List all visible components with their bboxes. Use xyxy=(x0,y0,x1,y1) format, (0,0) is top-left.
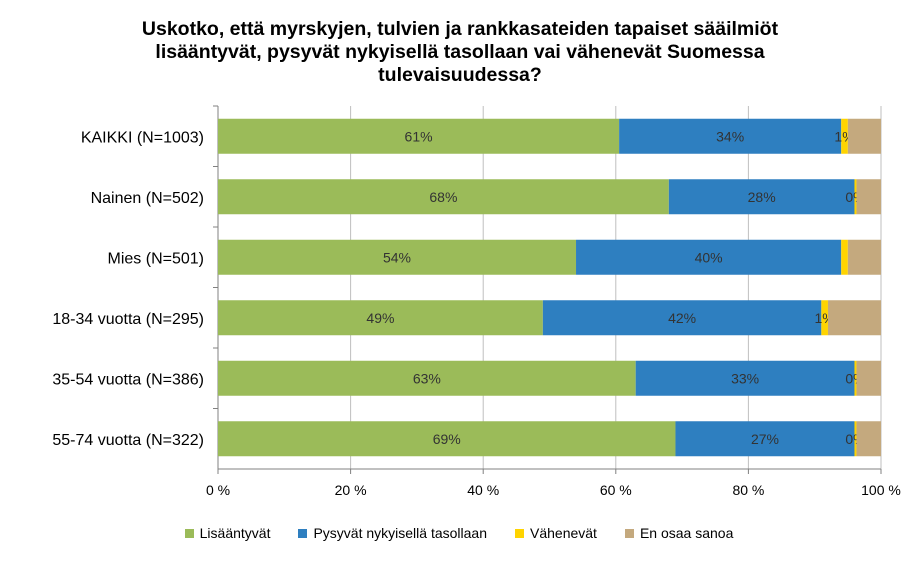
category-label: 18-34 vuotta (N=295) xyxy=(52,311,204,328)
bar-segment xyxy=(218,300,543,336)
data-label: 33% xyxy=(731,370,759,386)
data-label: 61% xyxy=(405,128,433,144)
data-label: 63% xyxy=(413,370,441,386)
legend-item: Vähenevät xyxy=(515,525,597,541)
bar-segment xyxy=(675,421,855,457)
bar-segment xyxy=(218,360,636,396)
data-label: 28% xyxy=(748,189,776,205)
legend-item: En osaa sanoa xyxy=(624,525,734,541)
category-label: Nainen (N=502) xyxy=(91,190,204,207)
bar-segment xyxy=(856,179,881,215)
data-label: 42% xyxy=(668,310,696,326)
bar-segment xyxy=(821,300,828,336)
bar-segment xyxy=(827,300,881,336)
chart-title-line: lisääntyvät, pysyvät nykyisellä tasollaa… xyxy=(155,41,765,63)
category-label: 55-74 vuotta (N=322) xyxy=(52,432,204,449)
x-tick-label: 0 % xyxy=(206,482,230,498)
bar-segment xyxy=(619,118,842,154)
x-tick-label: 80 % xyxy=(732,482,764,498)
bar-segment xyxy=(218,421,676,457)
bar-segment xyxy=(856,421,881,457)
bar-segment xyxy=(854,421,857,457)
bar-segment xyxy=(635,360,855,396)
data-label: 49% xyxy=(366,310,394,326)
x-tick-label: 60 % xyxy=(600,482,632,498)
category-label: Mies (N=501) xyxy=(108,250,204,267)
bar-segment xyxy=(854,179,857,215)
legend-swatch xyxy=(515,528,524,538)
bar-segment xyxy=(542,300,822,336)
bar-segment xyxy=(668,179,855,215)
legend-label: En osaa sanoa xyxy=(639,525,734,541)
bar-segment xyxy=(847,118,881,154)
legend-swatch xyxy=(624,528,634,538)
chart-legend: Lisääntyvät Pysyvät nykyisellä tasollaan V… xyxy=(0,525,918,541)
legend-label: Lisääntyvät xyxy=(199,525,271,541)
data-label: 34% xyxy=(716,128,744,144)
legend-item: Lisääntyvät xyxy=(184,525,271,541)
data-label: 68% xyxy=(429,189,457,205)
category-label: 35-54 vuotta (N=386) xyxy=(52,371,204,388)
category-label: KAIKKI (N=1003) xyxy=(81,129,204,146)
legend-swatch xyxy=(298,528,308,538)
x-tick-label: 20 % xyxy=(335,482,367,498)
data-label: 27% xyxy=(751,431,779,447)
x-tick-label: 100 % xyxy=(861,482,901,498)
data-label: 54% xyxy=(383,249,411,265)
x-tick-label: 40 % xyxy=(467,482,499,498)
data-label: 40% xyxy=(695,249,723,265)
legend-label: Pysyvät nykyisellä tasollaan xyxy=(313,525,487,541)
legend-label: Vähenevät xyxy=(530,525,597,541)
bar-segment xyxy=(218,118,620,154)
bar-segment xyxy=(841,239,848,275)
legend-item: Pysyvät nykyisellä tasollaan xyxy=(298,525,487,541)
bar-segment xyxy=(854,360,857,396)
legend-swatch xyxy=(184,528,194,538)
chart-plot: 0 % 20 % 40 % 60 % 80 % 100 % KAIKKI (N=1003) 6… xyxy=(52,105,901,498)
bar-segment xyxy=(218,239,577,275)
bar-segment xyxy=(218,179,669,215)
bar-segment xyxy=(576,239,842,275)
bar-segment xyxy=(856,360,881,396)
bar-segment xyxy=(847,239,881,275)
bar-segment xyxy=(841,118,848,154)
chart-title: Uskotko, että myrskyjen, tulvien ja rank… xyxy=(60,18,860,87)
chart-title-line: Uskotko, että myrskyjen, tulvien ja rank… xyxy=(141,18,779,40)
chart-title-line: tulevaisuudessa? xyxy=(378,64,542,86)
data-label: 69% xyxy=(433,431,461,447)
